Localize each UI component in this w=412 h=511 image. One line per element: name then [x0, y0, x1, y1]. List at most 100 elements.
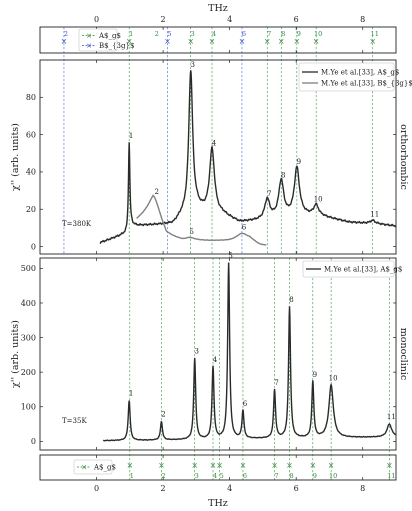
y-tick-label: 400	[21, 299, 36, 308]
top-ag-mode-label: 8	[281, 30, 285, 38]
top-legend-b3g-label: B$_{3g}$	[99, 42, 134, 50]
top-ag-mode-label: 7	[267, 30, 271, 38]
orthorhombic-frame	[39, 59, 397, 255]
bot-ag-marker: ×	[158, 461, 165, 470]
bot-ag-mode-label: 1	[130, 472, 134, 480]
bottom-legend-ag-marker: ×	[81, 464, 87, 472]
top-axis-title: THz	[208, 3, 228, 14]
bot-ag-marker: ×	[286, 461, 293, 470]
peak-label: 5	[228, 252, 232, 260]
top-legend-ag-label: A$_g$	[98, 32, 121, 40]
peak-label: 8	[289, 296, 293, 304]
bottom-legend-ag-label: A$_g$	[93, 464, 116, 472]
monoclinic-legend-box	[302, 260, 395, 278]
bot-ag-mode-label: 4	[213, 472, 217, 480]
x-tick-label: 4	[227, 484, 232, 493]
orthorhombic-legend: M.Ye et al.[33], A$_g$ M.Ye et al.[33], …	[298, 62, 412, 92]
peak-label: 5	[189, 228, 193, 236]
bot-ag-marker: ×	[216, 461, 223, 470]
bot-ag-mode-label: 6	[243, 472, 247, 480]
monoclinic-peak-labels: 1 2 3 4 5 6 7 8 9 10 11	[129, 252, 396, 421]
mode-guide-lines-upper	[63, 27, 373, 254]
orthorhombic-panel: 0 20 40 60 80 1 3 4 7 8 9 10 11 2 5 6 χ'' (arb. units)…	[10, 59, 412, 255]
bot-ag-marker: ×	[328, 461, 335, 470]
x-tick-label: 6	[294, 15, 299, 24]
bot-ag-marker: ×	[309, 461, 316, 470]
peak-label: 3	[190, 61, 194, 69]
peak-label: 6	[242, 223, 247, 231]
peak-label: 9	[297, 158, 301, 166]
y-tick-label: 300	[21, 333, 36, 342]
top-ag-mode-markers: × × × × × × × ×1 2 3 4 7 8 9 10 11	[126, 30, 379, 46]
monoclinic-frame	[39, 257, 397, 451]
top-ag-mode-label: 3	[191, 30, 195, 38]
bottom-strip-legend: × A$_g$	[73, 459, 116, 475]
top-b3g-mode-markers: × × ×2 5 6	[61, 30, 246, 46]
peak-label: 8	[281, 171, 285, 179]
peak-label: 7	[274, 379, 278, 387]
top-ag-mode-label: 9	[297, 30, 301, 38]
orthorhombic-legend-box	[298, 62, 395, 92]
y-tick-label: 20	[26, 205, 36, 214]
bot-ag-mode-label: 10	[329, 472, 337, 480]
y-tick-label: 80	[26, 93, 36, 102]
x-tick-label: 0	[94, 484, 99, 493]
y-tick-label: 40	[26, 168, 36, 177]
x-tick-label: 2	[161, 484, 166, 493]
orthorhombic-ag-spectrum	[99, 70, 397, 245]
peak-label: 9	[313, 371, 317, 379]
bot-ag-marker: ×	[240, 461, 247, 470]
top-ag-marker: ×	[313, 37, 320, 46]
top-axis-ticks: 0 2 4 6 8	[94, 15, 365, 53]
monoclinic-legend-ag-label: M.Ye et al.[33], A$_g$	[324, 266, 402, 274]
top-legend-b3g-marker: ×	[86, 42, 92, 50]
orthorhombic-peak-labels: 1 3 4 7 8 9 10 11 2 5 6	[129, 61, 379, 236]
monoclinic-panel: 0 100 200 300 400 500 1 2 3 4 5 6 7 8 9 10 11 χ'' (arb.…	[10, 252, 409, 451]
y-tick-label: 100	[21, 403, 36, 412]
top-strip-legend-box	[78, 28, 118, 52]
peak-label: 10	[314, 196, 323, 204]
orthorhombic-temperature: T=380K	[62, 220, 92, 228]
orthorhombic-side-label: orthorhombic	[398, 124, 409, 190]
monoclinic-x-ticks	[96, 258, 364, 450]
orthorhombic-legend-ag-label: M.Ye et al.[33], A$_g$	[321, 69, 399, 77]
top-ag-marker: ×	[278, 37, 285, 46]
bottom-ag-mode-markers: × × × × × × × × × × ×1 2 3 4 5 6 7 8 9 10 11	[126, 461, 395, 480]
peak-label: 11	[370, 210, 379, 218]
bot-ag-mode-label: 3	[195, 472, 199, 480]
bot-ag-marker: ×	[271, 461, 278, 470]
top-ag-mode-label: 4	[212, 30, 216, 38]
bot-ag-mode-label: 9	[313, 472, 317, 480]
monoclinic-temperature: T=35K	[62, 417, 87, 425]
peak-label: 10	[329, 374, 338, 382]
bot-ag-mode-label: 5	[220, 472, 224, 480]
orthorhombic-legend-b3g-label: M.Ye et al.[33], B$_{3g}$	[321, 80, 412, 88]
y-tick-label: 0	[31, 242, 36, 251]
top-ag-mode-label: 2	[155, 30, 159, 38]
top-ag-mode-label: 10	[314, 30, 322, 38]
monoclinic-side-label: monoclinic	[398, 328, 409, 380]
bot-ag-marker: ×	[126, 461, 133, 470]
peak-label: 7	[267, 190, 271, 198]
bot-ag-marker: ×	[386, 461, 393, 470]
top-b3g-mode-label: 5	[167, 30, 171, 38]
peak-label: 3	[194, 347, 198, 355]
top-ag-mode-label: 11	[371, 30, 379, 38]
top-b3g-mode-label: 2	[64, 30, 68, 38]
peak-label: 4	[213, 356, 218, 364]
top-b3g-marker: ×	[164, 37, 171, 46]
y-tick-label: 0	[31, 437, 36, 446]
monoclinic-ag-spectrum	[102, 262, 397, 442]
x-tick-label: 2	[161, 15, 166, 24]
top-ag-marker: ×	[187, 37, 194, 46]
bot-ag-marker: ×	[210, 461, 217, 470]
peak-label: 2	[161, 410, 165, 418]
bot-ag-mode-label: 11	[387, 472, 395, 480]
x-tick-label: 0	[94, 15, 99, 24]
top-ag-marker: ×	[294, 37, 301, 46]
top-ag-mode-label: 1	[129, 30, 133, 38]
